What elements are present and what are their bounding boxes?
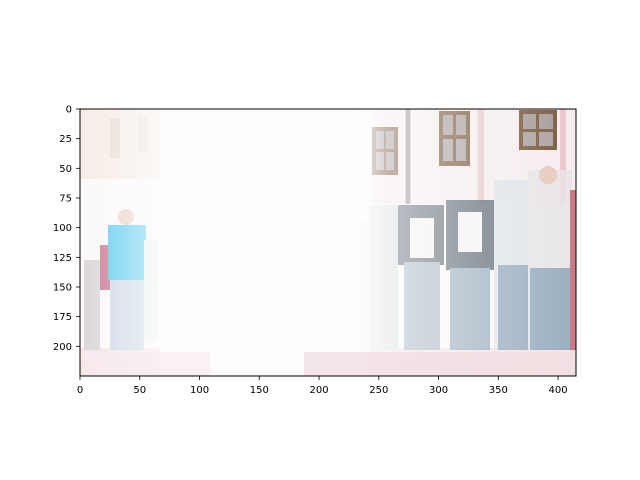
y-tick-label: 175	[53, 312, 72, 323]
bright-flare	[160, 109, 350, 376]
ground-strip	[304, 352, 576, 376]
ground-strip-left	[80, 352, 210, 376]
x-tick-label: 150	[250, 385, 269, 396]
x-tick-label: 350	[489, 385, 508, 396]
bright-flare-edge	[330, 109, 370, 376]
x-tick-label: 250	[369, 385, 388, 396]
x-tick-label: 400	[549, 385, 568, 396]
y-tick-label: 100	[53, 223, 72, 234]
x-tick-label: 200	[309, 385, 328, 396]
y-tick-label: 150	[53, 283, 72, 294]
x-tick-label: 100	[190, 385, 209, 396]
y-tick-label: 0	[66, 105, 72, 116]
y-tick-label: 125	[53, 253, 72, 264]
y-tick-label: 50	[59, 164, 72, 175]
y-tick-label: 75	[59, 194, 72, 205]
photo	[80, 109, 576, 376]
y-axis: 0 25 50 75 100 125 150 175 200	[53, 105, 80, 353]
y-tick-label: 25	[59, 134, 72, 145]
x-tick-label: 50	[133, 385, 146, 396]
x-axis: 0 50 100 150 200 250 300 350 400	[77, 376, 568, 396]
y-tick-label: 200	[53, 342, 72, 353]
x-tick-label: 0	[77, 385, 83, 396]
x-tick-label: 300	[429, 385, 448, 396]
axes-frame	[79, 108, 577, 377]
